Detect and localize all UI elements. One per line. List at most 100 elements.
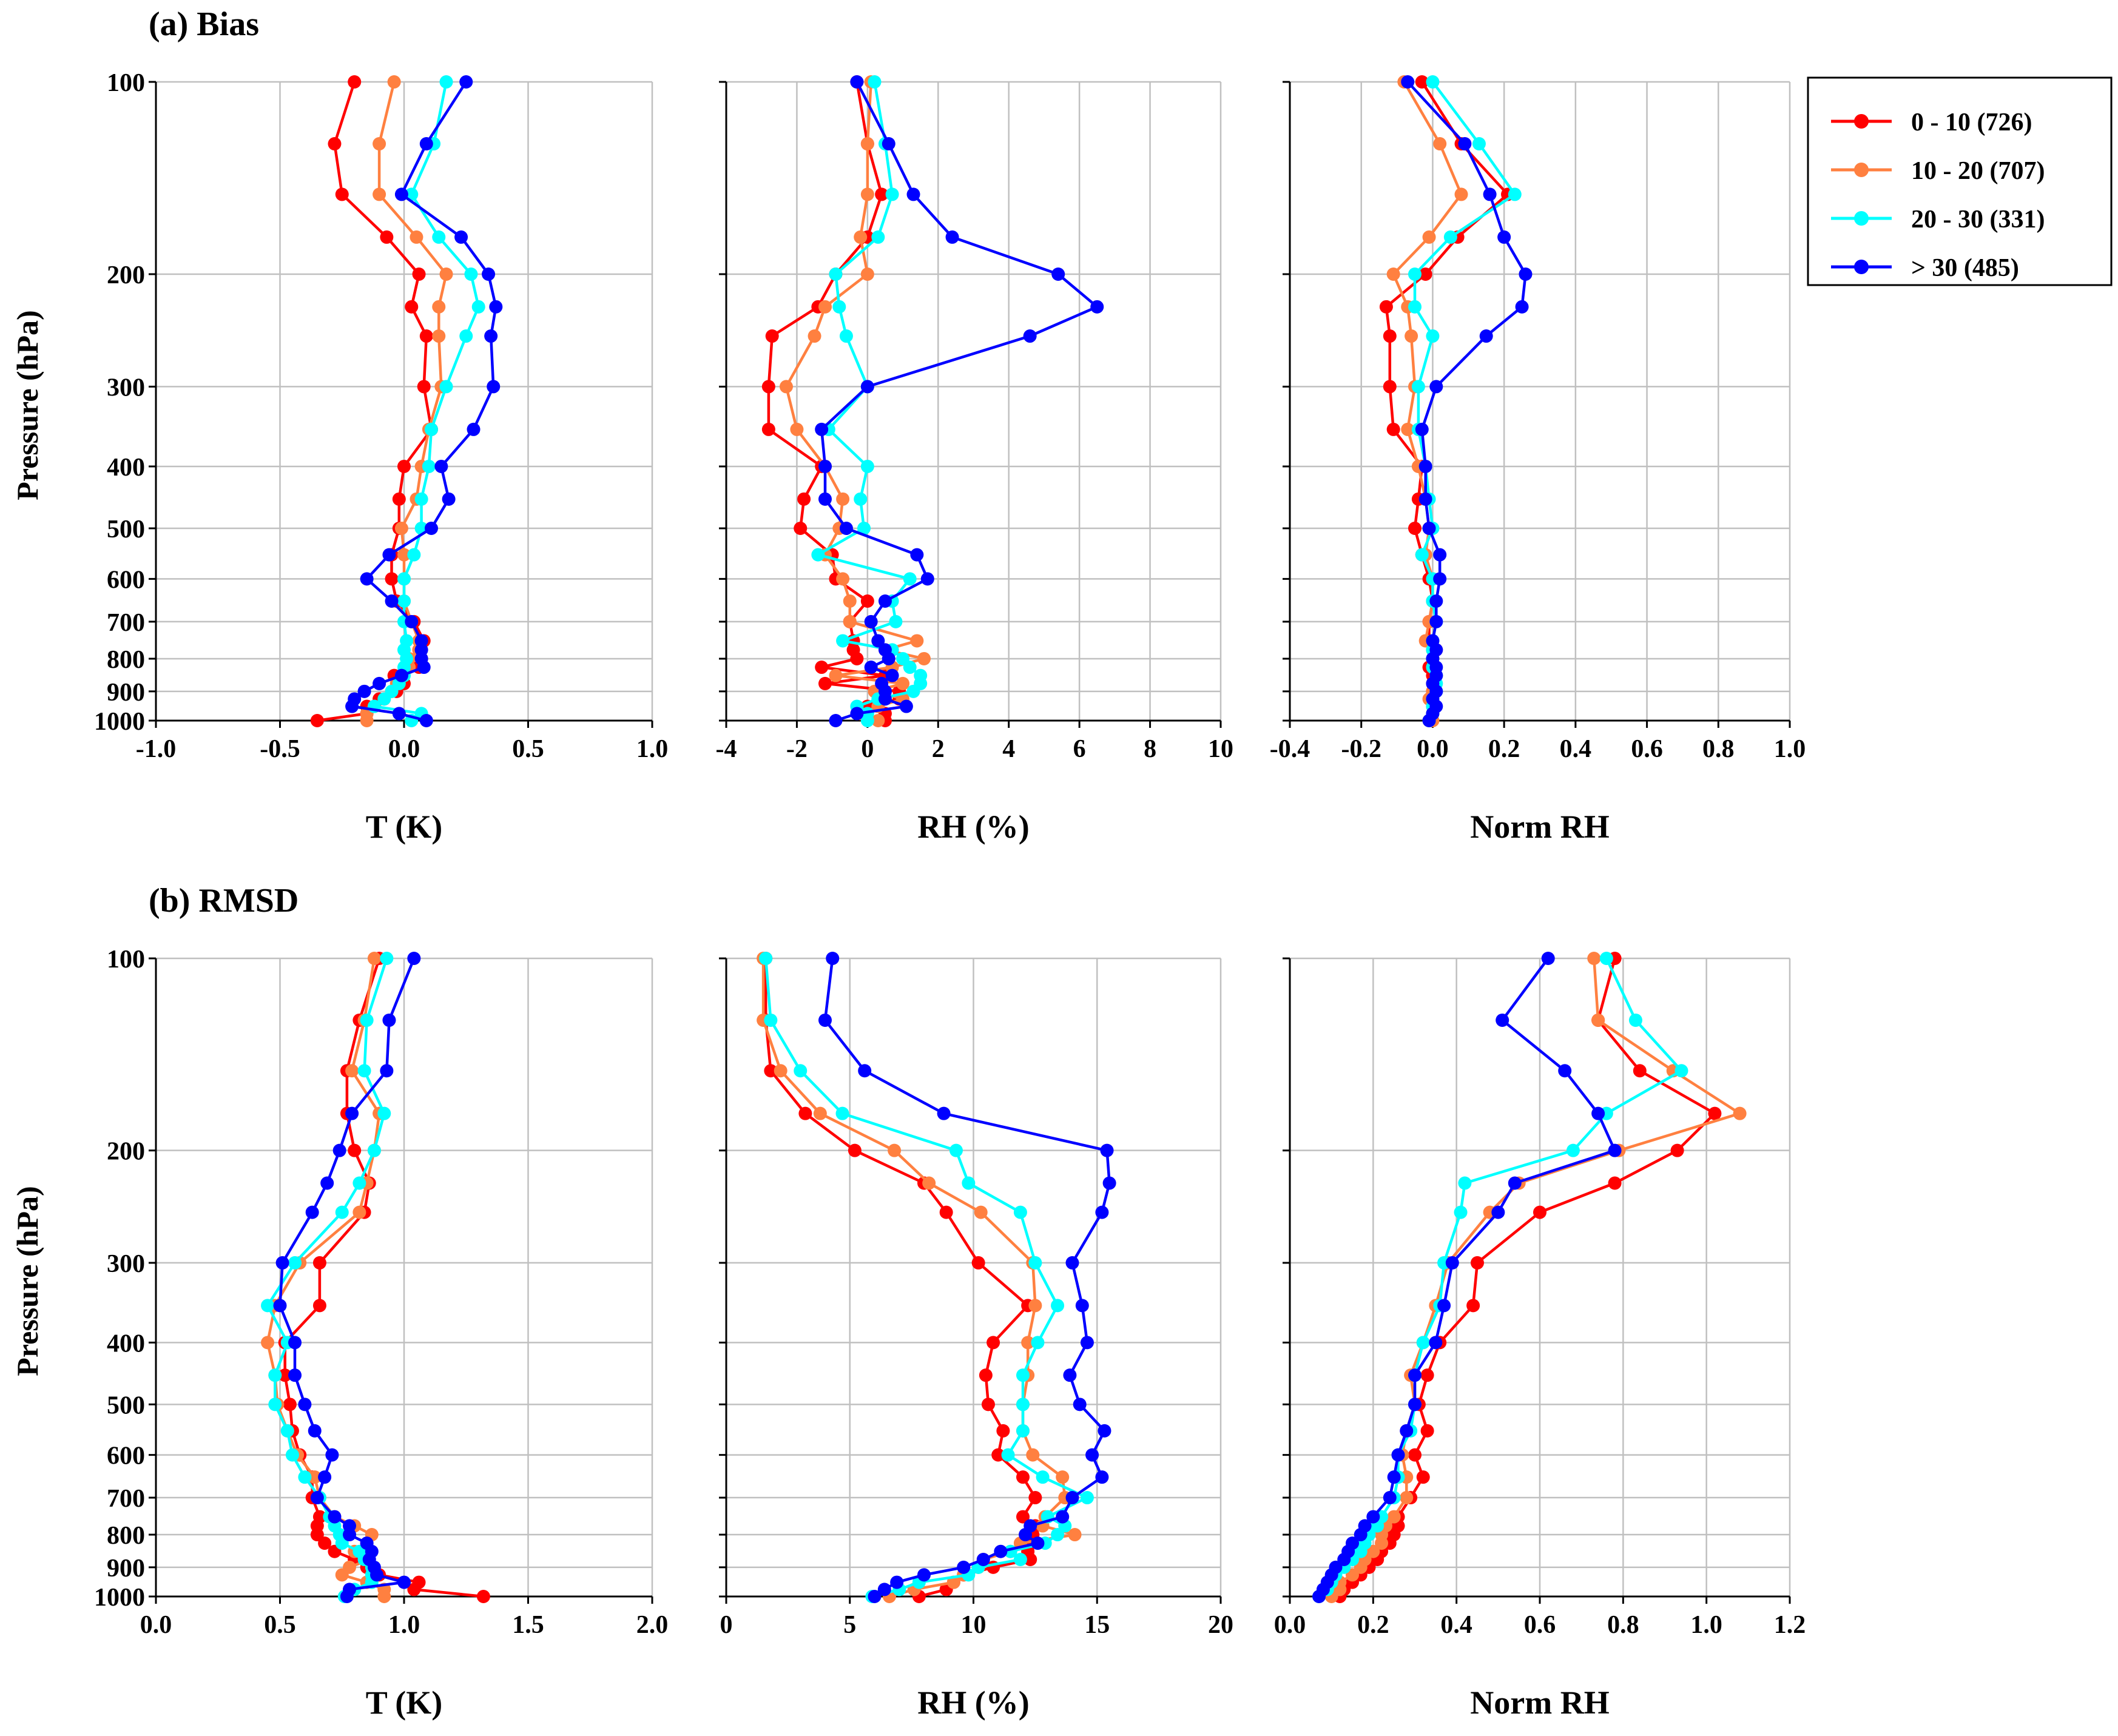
data-point [1013,1205,1027,1219]
data-point [373,137,386,151]
data-point [1541,952,1555,965]
data-point [422,459,436,473]
data-point [343,1528,357,1542]
data-point [878,594,892,608]
legend-label: > 30 (485) [1911,254,2019,282]
data-point [860,187,874,201]
data-point [1426,75,1440,89]
data-point [1400,1491,1414,1505]
data-point [1051,267,1065,281]
x-tick-label: 0.6 [1524,1611,1556,1639]
data-point [261,1336,275,1350]
data-point [1508,187,1522,201]
data-point [1031,1336,1045,1350]
data-point [1429,594,1443,608]
data-point [878,692,892,706]
data-point [1422,522,1436,536]
data-point [1051,1528,1065,1542]
data-point [1016,1470,1030,1484]
data-point [1566,1143,1580,1157]
data-point [288,1336,302,1350]
data-point [1558,1064,1572,1078]
data-point [345,1106,359,1120]
data-point [1068,1528,1082,1542]
data-point [1422,714,1436,727]
data-point [298,1398,312,1411]
series-4 [815,75,1104,727]
x-axis-label: Norm RH [1470,1684,1609,1721]
data-point [885,668,899,682]
data-point [1080,1336,1094,1350]
data-point [380,952,394,965]
data-point [1383,380,1397,394]
data-point [871,714,885,727]
data-point [348,75,362,89]
data-point [1408,300,1422,314]
data-point [1411,380,1425,394]
data-point [1445,1256,1459,1270]
data-point [1065,1491,1079,1505]
data-point [811,548,825,562]
data-point [397,594,411,608]
data-point [871,230,885,244]
x-tick-label: -4 [716,735,737,763]
data-point [424,522,438,536]
y-tick-label: 500 [107,1391,145,1419]
data-point [848,1143,862,1157]
data-point [1416,1336,1430,1350]
data-point [1466,1299,1480,1313]
data-point [889,614,903,628]
data-point [335,1205,349,1219]
data-point [405,614,419,628]
data-point [377,1106,391,1120]
data-point [273,1299,287,1313]
x-tick-label: 0.0 [1274,1611,1306,1639]
data-point [407,1583,421,1596]
data-point [417,380,431,394]
data-point [1065,1256,1079,1270]
data-point [937,1106,951,1120]
data-point [829,668,843,682]
data-point [1031,1536,1045,1550]
data-point [1491,1205,1505,1219]
data-point [335,187,349,201]
data-point [310,1491,324,1505]
data-point [1023,329,1037,343]
data-point [1420,1368,1434,1382]
data-point [877,1583,891,1596]
data-point [1056,1510,1070,1524]
data-point [464,267,478,281]
data-point [1051,1299,1065,1313]
panel-title-rmsd: (b) RMSD [149,882,298,920]
chart-panel-3: -0.4 -0.2 0.0 0.2 0.4 0.6 0.8 1.0 Norm RH [1270,75,1806,845]
data-point [839,329,853,343]
data-point [1312,1590,1326,1603]
data-point [1591,1106,1605,1120]
data-point [798,1106,812,1120]
data-point [312,1299,326,1313]
data-point [939,1205,953,1219]
y-tick-label: 1000 [94,1584,145,1612]
x-tick-label: 0.0 [140,1611,172,1639]
x-axis-label: T (K) [366,1684,443,1721]
x-axis-label: Norm RH [1470,809,1609,845]
data-point [1429,614,1443,628]
data-point [298,1470,312,1484]
data-point [815,661,829,675]
x-tick-label: 0.0 [1417,735,1449,763]
data-point [779,380,793,394]
data-point [1090,300,1104,314]
data-point [1001,1448,1015,1462]
data-point [434,459,448,473]
legend-label: 20 - 30 (331) [1911,206,2045,234]
data-point [432,230,446,244]
data-point [1019,1528,1033,1542]
chart-panel-2: -4 -2 0 2 4 6 8 10 RH (%) [716,75,1233,845]
data-point [839,522,853,536]
data-point [1354,1528,1368,1542]
data-point [843,614,857,628]
data-point [1599,952,1613,965]
y-tick-label: 900 [107,679,145,707]
x-tick-label: 1.2 [1774,1611,1806,1639]
